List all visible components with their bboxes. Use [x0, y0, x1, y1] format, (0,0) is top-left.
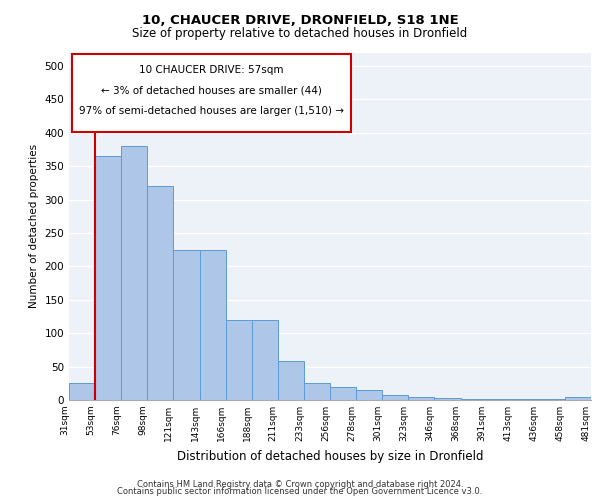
Text: 10, CHAUCER DRIVE, DRONFIELD, S18 1NE: 10, CHAUCER DRIVE, DRONFIELD, S18 1NE	[142, 14, 458, 27]
Text: Contains HM Land Registry data © Crown copyright and database right 2024.: Contains HM Land Registry data © Crown c…	[137, 480, 463, 489]
Bar	[330, 386, 356, 400]
Bar	[278, 361, 304, 400]
Bar	[356, 390, 382, 400]
Text: ← 3% of detached houses are smaller (44): ← 3% of detached houses are smaller (44)	[101, 86, 322, 96]
Bar	[199, 250, 226, 400]
Text: Contains public sector information licensed under the Open Government Licence v3: Contains public sector information licen…	[118, 488, 482, 496]
Text: 10 CHAUCER DRIVE: 57sqm: 10 CHAUCER DRIVE: 57sqm	[139, 64, 283, 74]
Bar	[409, 396, 434, 400]
Bar	[304, 384, 330, 400]
Bar	[252, 320, 278, 400]
Bar	[382, 394, 409, 400]
X-axis label: Distribution of detached houses by size in Dronfield: Distribution of detached houses by size …	[177, 450, 483, 462]
Bar	[565, 396, 591, 400]
FancyBboxPatch shape	[71, 54, 351, 132]
Bar	[226, 320, 252, 400]
Bar	[95, 156, 121, 400]
Y-axis label: Number of detached properties: Number of detached properties	[29, 144, 39, 308]
Bar	[461, 398, 487, 400]
Bar	[434, 398, 461, 400]
Bar	[173, 250, 199, 400]
Bar	[148, 186, 173, 400]
Text: Size of property relative to detached houses in Dronfield: Size of property relative to detached ho…	[133, 28, 467, 40]
Bar	[121, 146, 148, 400]
Text: 97% of semi-detached houses are larger (1,510) →: 97% of semi-detached houses are larger (…	[79, 106, 344, 117]
Bar	[69, 384, 95, 400]
